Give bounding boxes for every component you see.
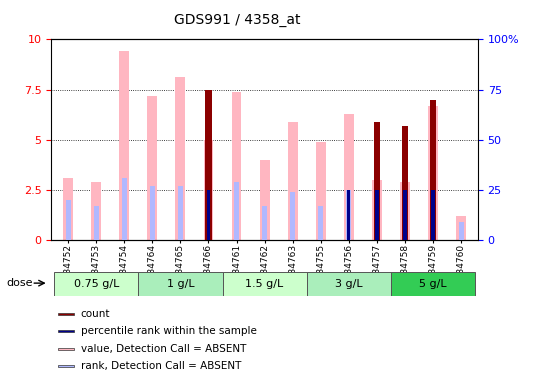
Bar bbox=[318, 206, 323, 240]
Bar bbox=[232, 92, 241, 240]
Bar bbox=[222, 272, 307, 296]
Bar bbox=[307, 272, 391, 296]
Bar bbox=[58, 330, 73, 332]
Bar bbox=[58, 348, 73, 350]
Bar bbox=[234, 182, 239, 240]
Text: 1 g/L: 1 g/L bbox=[167, 279, 194, 289]
Bar bbox=[316, 142, 326, 240]
Bar bbox=[290, 192, 295, 240]
Bar bbox=[204, 140, 213, 240]
Bar bbox=[58, 365, 73, 367]
Bar bbox=[205, 90, 212, 240]
Text: dose: dose bbox=[6, 279, 33, 288]
Bar bbox=[430, 100, 436, 240]
Bar bbox=[122, 178, 127, 240]
Bar bbox=[207, 190, 210, 240]
Bar bbox=[402, 126, 408, 240]
Bar bbox=[288, 122, 298, 240]
Bar bbox=[119, 51, 129, 240]
Bar bbox=[400, 182, 410, 240]
Bar bbox=[58, 313, 73, 315]
Bar bbox=[63, 178, 73, 240]
Bar bbox=[375, 190, 379, 240]
Bar bbox=[176, 78, 185, 240]
Text: rank, Detection Call = ABSENT: rank, Detection Call = ABSENT bbox=[81, 361, 241, 371]
Bar bbox=[147, 96, 157, 240]
Bar bbox=[346, 190, 352, 240]
Bar bbox=[178, 186, 183, 240]
Bar bbox=[391, 272, 475, 296]
Bar bbox=[93, 206, 99, 240]
Bar bbox=[262, 206, 267, 240]
Bar bbox=[91, 182, 101, 240]
Bar bbox=[54, 272, 138, 296]
Text: 1.5 g/L: 1.5 g/L bbox=[246, 279, 284, 289]
Bar bbox=[66, 200, 71, 240]
Bar bbox=[374, 122, 380, 240]
Bar bbox=[431, 190, 435, 240]
Text: value, Detection Call = ABSENT: value, Detection Call = ABSENT bbox=[81, 344, 246, 354]
Text: 5 g/L: 5 g/L bbox=[419, 279, 447, 289]
Bar bbox=[458, 222, 463, 240]
Bar bbox=[138, 272, 222, 296]
Bar bbox=[456, 216, 466, 240]
Bar bbox=[403, 190, 407, 240]
Text: count: count bbox=[81, 309, 110, 319]
Bar bbox=[347, 190, 350, 240]
Bar bbox=[344, 114, 354, 240]
Bar bbox=[260, 160, 269, 240]
Bar bbox=[150, 186, 155, 240]
Text: 0.75 g/L: 0.75 g/L bbox=[73, 279, 119, 289]
Text: percentile rank within the sample: percentile rank within the sample bbox=[81, 326, 256, 336]
Bar bbox=[372, 180, 382, 240]
Text: GDS991 / 4358_at: GDS991 / 4358_at bbox=[174, 13, 301, 27]
Bar bbox=[428, 106, 438, 240]
Text: 3 g/L: 3 g/L bbox=[335, 279, 362, 289]
